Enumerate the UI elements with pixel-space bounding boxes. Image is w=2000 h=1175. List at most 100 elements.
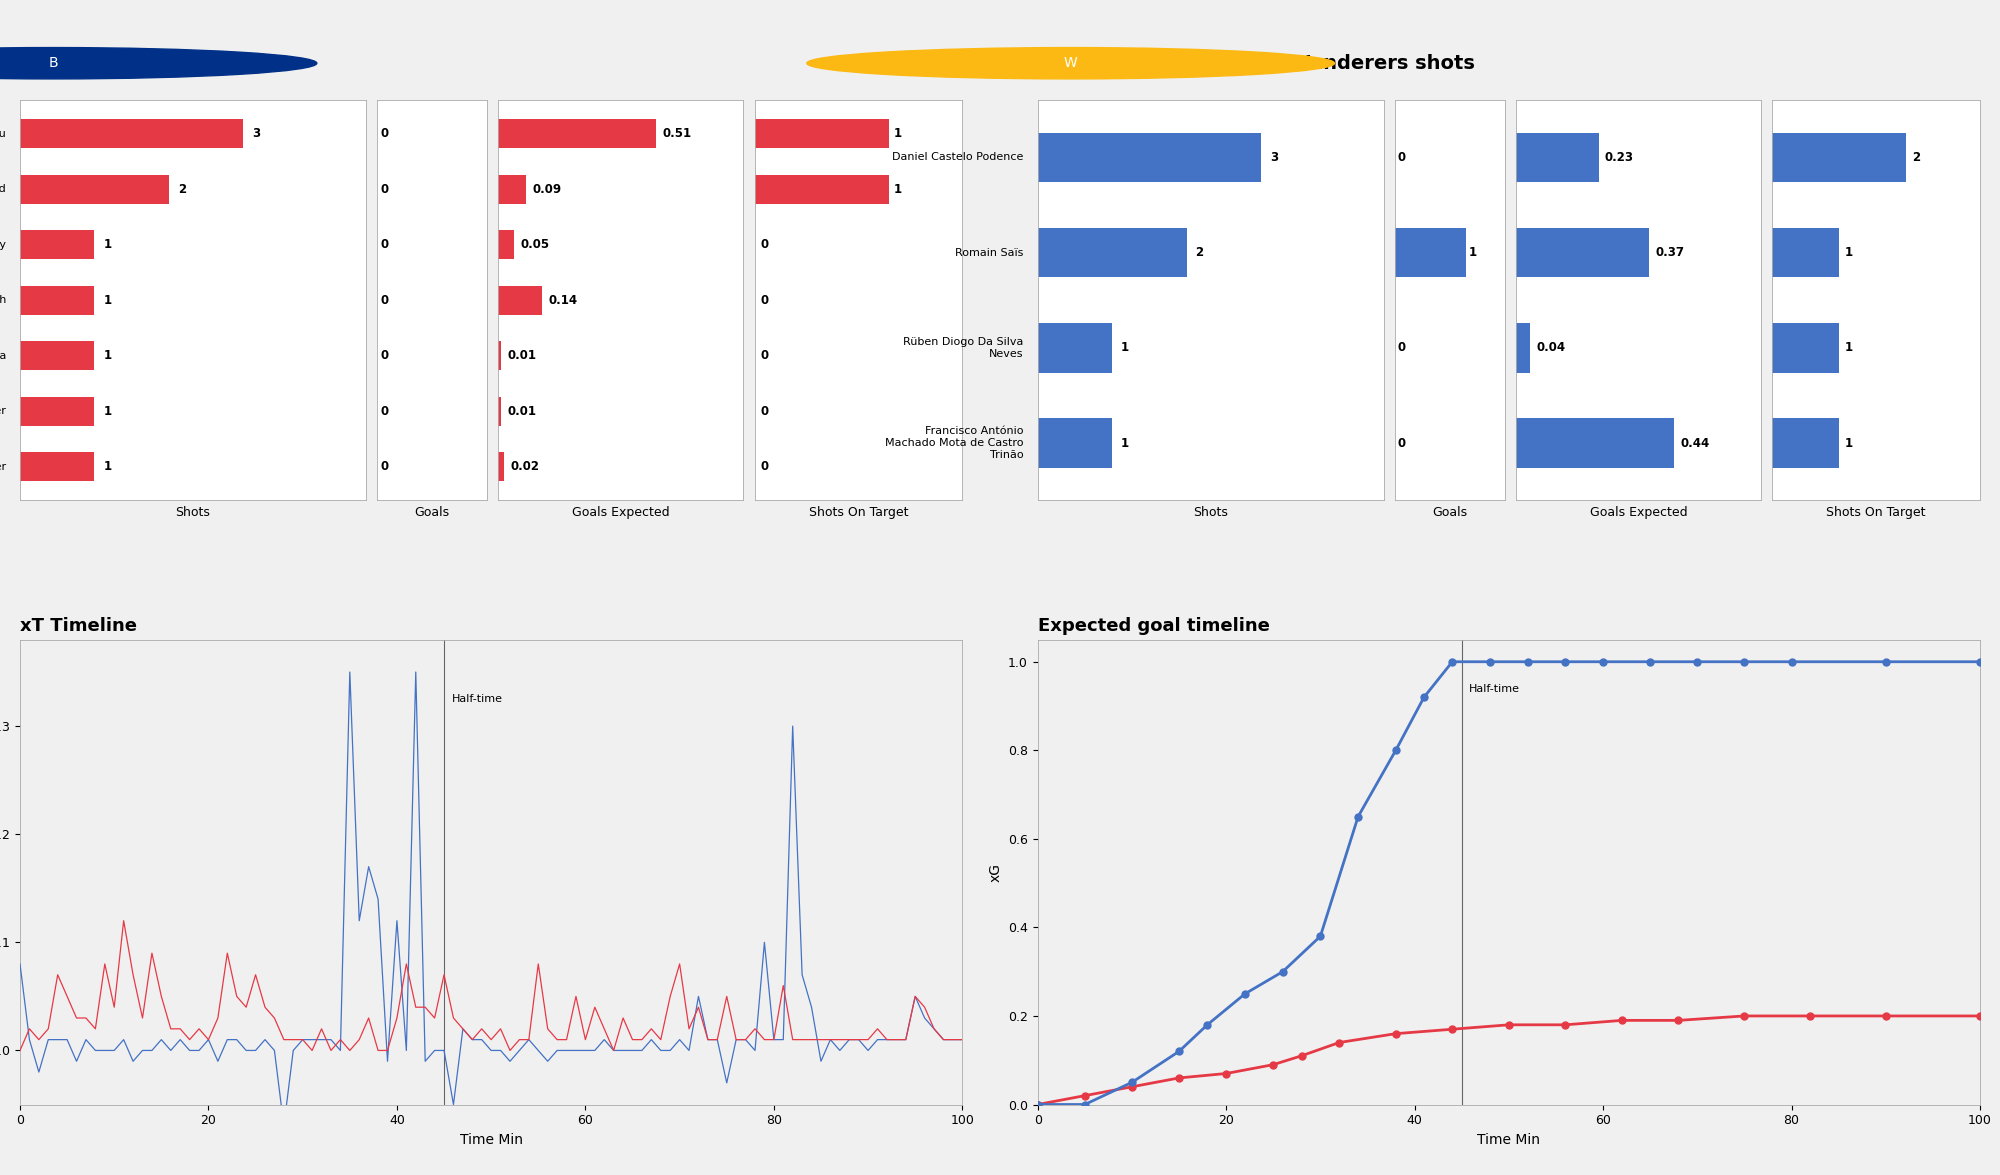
Text: 2: 2 [178,182,186,196]
Text: 1: 1 [1122,437,1130,450]
Bar [754,175,888,203]
Text: Jakub Moder: Jakub Moder [0,407,6,416]
Text: 0.02: 0.02 [510,461,540,474]
Text: Brighton shots: Brighton shots [90,54,252,73]
Text: 1: 1 [104,349,112,362]
Bar [20,286,94,315]
Bar [498,452,504,482]
Text: 1: 1 [1468,246,1476,260]
Text: 2: 2 [1196,246,1204,260]
Text: 0: 0 [1398,150,1406,165]
Bar [20,175,168,203]
Text: 0: 0 [380,461,388,474]
Text: 0: 0 [380,349,388,362]
Text: 1: 1 [1122,341,1130,355]
X-axis label: Goals Expected: Goals Expected [572,505,670,518]
Text: 3: 3 [1270,150,1278,165]
Text: 0.51: 0.51 [662,127,692,140]
Bar [754,119,888,148]
Text: 1: 1 [1844,246,1852,260]
Text: Rüben Diogo Da Silva
Neves: Rüben Diogo Da Silva Neves [904,337,1024,358]
Text: 1: 1 [1844,437,1852,450]
Text: Wolverhampton Wanderers shots: Wolverhampton Wanderers shots [1108,54,1476,73]
X-axis label: Goals Expected: Goals Expected [1590,505,1688,518]
Text: Francisco António
Machado Mota de Castro
Trinão: Francisco António Machado Mota de Castro… [886,427,1024,459]
Text: Half-time: Half-time [1470,684,1520,694]
Text: 0.01: 0.01 [508,405,536,418]
Text: 0.14: 0.14 [548,294,578,307]
Text: 1: 1 [104,405,112,418]
Text: B: B [48,56,58,70]
Text: 0.44: 0.44 [1680,437,1710,450]
Circle shape [806,47,1334,79]
Text: 0: 0 [760,461,768,474]
Text: 1: 1 [1844,341,1852,355]
Text: xT Timeline: xT Timeline [20,617,136,636]
Bar [1516,323,1530,372]
Text: 1: 1 [104,294,112,307]
Bar [1772,228,1840,277]
Bar [498,119,656,148]
X-axis label: Time Min: Time Min [460,1133,522,1147]
Bar [1396,228,1466,277]
Text: 0: 0 [760,294,768,307]
Text: Solly March: Solly March [0,295,6,306]
Bar [498,341,502,370]
X-axis label: Goals: Goals [1432,505,1468,518]
Bar [1038,228,1186,277]
X-axis label: Shots: Shots [176,505,210,518]
Y-axis label: xG: xG [988,862,1002,881]
Text: Half-time: Half-time [452,693,502,704]
Text: 0: 0 [1398,437,1406,450]
Text: 0: 0 [1398,341,1406,355]
Bar [1038,323,1112,372]
Bar [1038,133,1260,182]
Text: 0: 0 [380,405,388,418]
Bar [498,397,502,425]
Text: W: W [1064,56,1078,70]
Text: 0.23: 0.23 [1604,150,1634,165]
Bar [1516,418,1674,468]
Text: Expected goal timeline: Expected goal timeline [1038,617,1270,636]
Text: 1: 1 [894,182,902,196]
Text: Enock Mwepu: Enock Mwepu [0,128,6,139]
Text: 0.05: 0.05 [520,239,550,251]
Text: Alexis Mac Allister: Alexis Mac Allister [0,462,6,472]
Bar [1772,133,1906,182]
Text: 1: 1 [894,127,902,140]
Text: Leandro Trossard: Leandro Trossard [0,184,6,194]
Text: 3: 3 [252,127,260,140]
Text: 0: 0 [380,127,388,140]
Circle shape [0,47,316,79]
Text: 0.37: 0.37 [1656,246,1684,260]
Text: 0: 0 [380,294,388,307]
Bar [1516,228,1648,277]
Text: 1: 1 [104,239,112,251]
X-axis label: Shots: Shots [1194,505,1228,518]
Text: Tariq Lamptey: Tariq Lamptey [0,240,6,250]
Bar [1772,323,1840,372]
Text: 0: 0 [380,182,388,196]
X-axis label: Shots On Target: Shots On Target [1826,505,1926,518]
Text: 0: 0 [380,239,388,251]
Bar [20,230,94,260]
Bar [1516,133,1598,182]
Bar [498,175,526,203]
Bar [498,230,514,260]
Text: Marc Cucurella Saseta: Marc Cucurella Saseta [0,351,6,361]
Bar [20,341,94,370]
Text: 2: 2 [1912,150,1920,165]
Text: 0: 0 [760,405,768,418]
Bar [1038,418,1112,468]
Text: 0: 0 [760,239,768,251]
Text: Romain Saïs: Romain Saïs [956,248,1024,257]
Text: 1: 1 [104,461,112,474]
Bar [20,119,244,148]
Text: Daniel Castelo Podence: Daniel Castelo Podence [892,153,1024,162]
Bar [20,452,94,482]
X-axis label: Shots On Target: Shots On Target [808,505,908,518]
X-axis label: Goals: Goals [414,505,450,518]
Text: 0: 0 [760,349,768,362]
Bar [498,286,542,315]
Text: 0.09: 0.09 [532,182,562,196]
